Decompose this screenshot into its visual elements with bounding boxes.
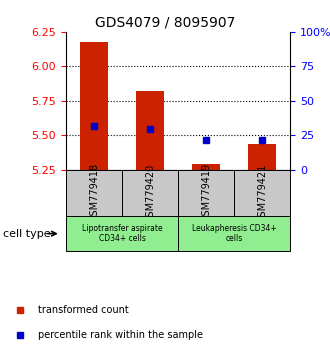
Bar (178, 170, 234, 216)
Text: percentile rank within the sample: percentile rank within the sample (38, 330, 203, 339)
Text: GSM779421: GSM779421 (257, 163, 267, 223)
Bar (192, 164, 220, 170)
Bar (136, 91, 164, 170)
Text: GSM779420: GSM779420 (145, 163, 155, 223)
Text: Leukapheresis CD34+
cells: Leukapheresis CD34+ cells (192, 224, 277, 243)
Text: transformed count: transformed count (38, 305, 128, 315)
Bar (80, 41, 108, 170)
Bar (66, 216, 178, 251)
Bar (122, 170, 178, 216)
Text: GSM779418: GSM779418 (89, 163, 99, 223)
Bar (248, 144, 277, 170)
Bar (66, 170, 122, 216)
Bar (234, 170, 290, 216)
Text: GDS4079 / 8095907: GDS4079 / 8095907 (95, 16, 235, 30)
Text: GSM779419: GSM779419 (201, 163, 211, 223)
Text: cell type: cell type (3, 229, 51, 239)
Text: Lipotransfer aspirate
CD34+ cells: Lipotransfer aspirate CD34+ cells (82, 224, 162, 243)
Bar (178, 216, 290, 251)
